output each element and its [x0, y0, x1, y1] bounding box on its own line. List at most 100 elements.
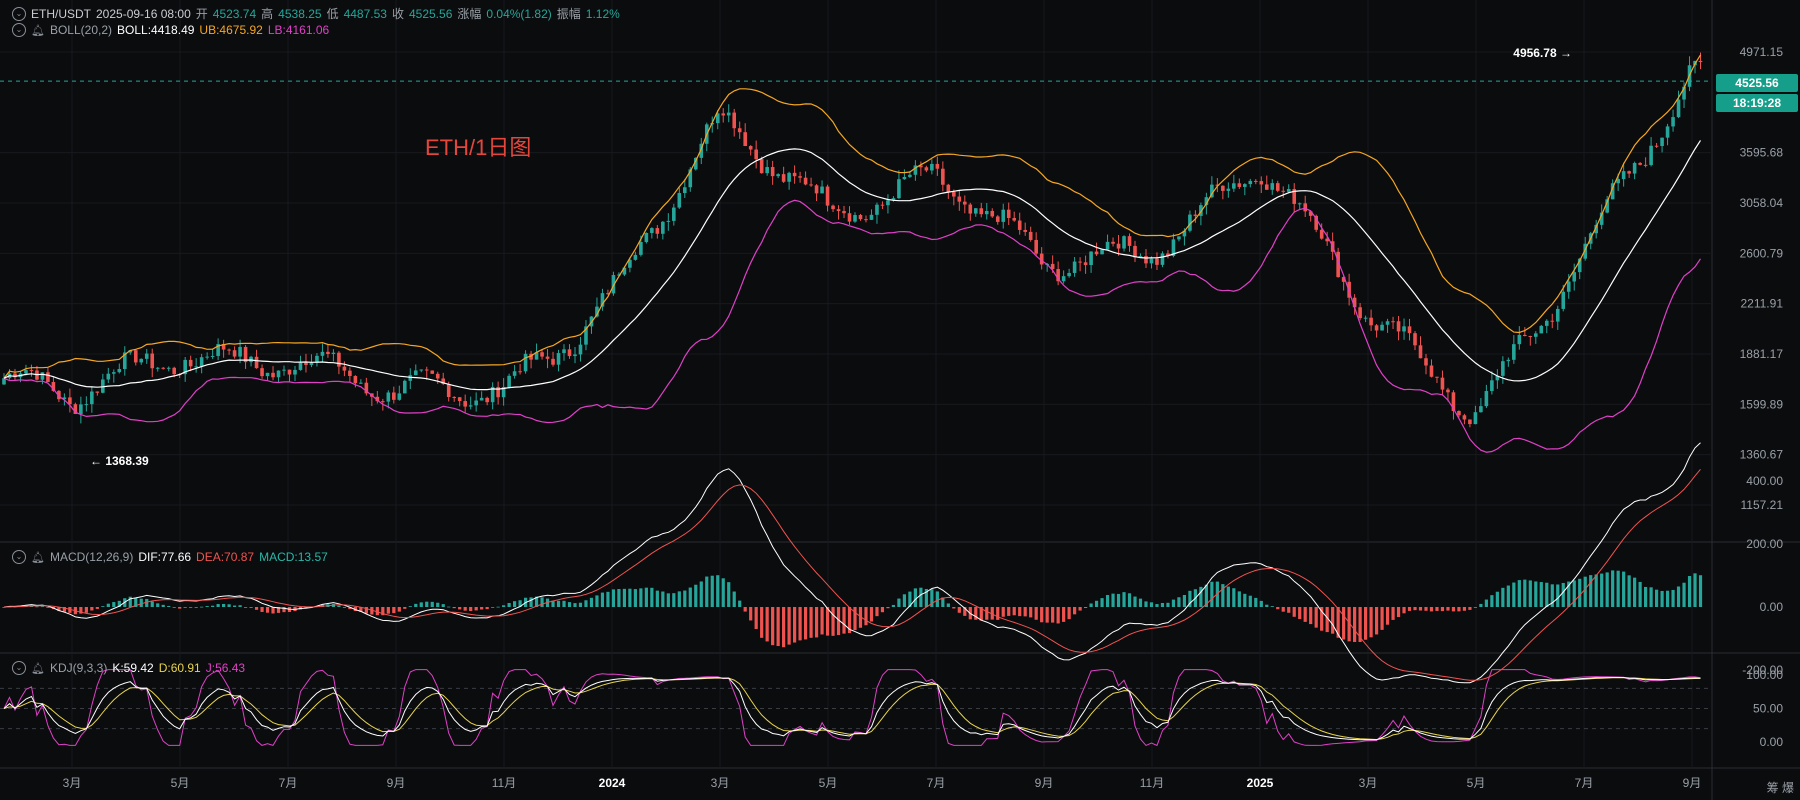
candle-body: [1056, 269, 1060, 282]
candle-body: [353, 376, 358, 384]
kdj-j-value: J:56.43: [205, 661, 246, 675]
macd-histogram-bar: [1232, 588, 1236, 607]
macd-histogram-bar: [633, 589, 637, 607]
macd-histogram-bar: [1221, 584, 1225, 607]
candle-body: [1665, 126, 1670, 138]
macd-histogram-bar: [1633, 577, 1637, 607]
macd-histogram-bar: [771, 607, 775, 646]
collapse-icon[interactable]: ⌄: [12, 661, 26, 675]
macd-histogram-bar: [600, 592, 605, 607]
macd-name[interactable]: MACD(12,26,9): [49, 550, 134, 564]
macd-histogram-bar: [1622, 571, 1626, 607]
candle-body: [485, 397, 489, 403]
candle-body: [287, 369, 292, 375]
macd-histogram-bar: [1298, 607, 1302, 620]
macd-histogram-bar: [458, 607, 462, 610]
candle-body: [726, 112, 731, 116]
macd-histogram-bar: [139, 598, 143, 607]
candle-body: [359, 382, 363, 384]
candle-body: [1193, 214, 1198, 216]
candle-body: [1610, 183, 1615, 200]
macd-histogram-bar: [167, 605, 171, 607]
macd-histogram-bar: [1210, 581, 1214, 607]
candle-body: [161, 367, 166, 369]
macd-histogram-bar: [891, 604, 896, 607]
macd-histogram-bar: [1226, 586, 1230, 607]
macd-histogram-bar: [1501, 587, 1505, 607]
candle-body: [183, 359, 187, 375]
macd-histogram-bar: [90, 607, 94, 611]
open-value: 4523.74: [212, 6, 257, 21]
kdj-name[interactable]: KDJ(9,3,3): [49, 661, 108, 675]
collapse-icon[interactable]: ⌄: [12, 6, 26, 21]
x-tick-label: 3月: [63, 776, 82, 790]
candle-body: [452, 397, 457, 399]
macd-histogram-bar: [1468, 607, 1472, 610]
alert-bell-icon[interactable]: 🔔︎: [31, 551, 45, 564]
candle-body: [781, 174, 786, 182]
candle-body: [1555, 308, 1560, 322]
candle-body: [1577, 258, 1582, 273]
candle-body: [51, 382, 56, 391]
macd-histogram-bar: [1556, 584, 1560, 607]
macd-histogram-bar: [106, 603, 110, 607]
macd-histogram-bar: [1407, 607, 1412, 611]
macd-histogram-bar: [1001, 607, 1005, 617]
candle-body: [46, 372, 50, 383]
corner-tools[interactable]: 筹 爆: [1766, 781, 1794, 795]
candle-body: [1517, 334, 1522, 345]
candle-body: [1105, 241, 1110, 250]
candle-body: [101, 379, 105, 393]
macd-histogram-bar: [628, 588, 632, 607]
candle-body: [221, 344, 226, 350]
macd-histogram-bar: [1429, 607, 1434, 612]
candle-body: [128, 350, 133, 353]
macd-histogram-bar: [1149, 602, 1154, 607]
macd-histogram-bar: [864, 607, 868, 626]
macd-histogram-bar: [1638, 581, 1642, 607]
candle-body: [1605, 199, 1609, 213]
candle-body: [79, 404, 83, 414]
candle-body: [628, 259, 632, 268]
macd-histogram-bar: [364, 607, 368, 614]
candle-body: [556, 353, 561, 365]
macd-histogram-bar: [1094, 600, 1099, 607]
macd-histogram-bar: [441, 604, 445, 607]
candle-body: [304, 362, 308, 365]
candle-body: [1649, 145, 1653, 166]
alert-bell-icon[interactable]: 🔔︎: [31, 24, 45, 37]
candle-body: [759, 159, 764, 174]
candle-body: [1177, 236, 1181, 240]
macd-histogram-bar: [562, 600, 566, 607]
macd-histogram-bar: [172, 607, 176, 608]
candle-body: [803, 177, 808, 185]
candle-body: [792, 172, 797, 177]
macd-histogram-bar: [1045, 607, 1049, 623]
candle-body: [342, 366, 347, 371]
boll-name[interactable]: BOLL(20,2): [49, 23, 113, 37]
macd-histogram-bar: [469, 607, 473, 612]
candle-body: [112, 372, 116, 374]
collapse-icon[interactable]: ⌄: [12, 23, 26, 37]
candle-body: [540, 352, 544, 357]
macd-histogram-bar: [145, 598, 149, 607]
candle-body: [798, 176, 802, 178]
macd-histogram-bar: [1676, 586, 1681, 607]
candle-body: [1314, 215, 1318, 230]
macd-histogram-bar: [996, 607, 1000, 620]
candle-body: [463, 401, 467, 407]
macd-histogram-bar: [1122, 592, 1126, 607]
candle-body: [1067, 272, 1071, 277]
collapse-icon[interactable]: ⌄: [12, 550, 26, 564]
candle-body: [457, 397, 462, 402]
macd-histogram-bar: [1204, 584, 1208, 607]
macd-histogram-bar: [1199, 586, 1203, 607]
macd-histogram-bar: [430, 601, 434, 607]
candle-body: [765, 167, 769, 174]
open-label: 开: [195, 7, 208, 21]
alert-bell-icon[interactable]: 🔔︎: [31, 662, 45, 675]
macd-histogram-bar: [35, 606, 39, 608]
macd-histogram-bar: [502, 605, 506, 607]
macd-histogram-bar: [908, 591, 912, 607]
